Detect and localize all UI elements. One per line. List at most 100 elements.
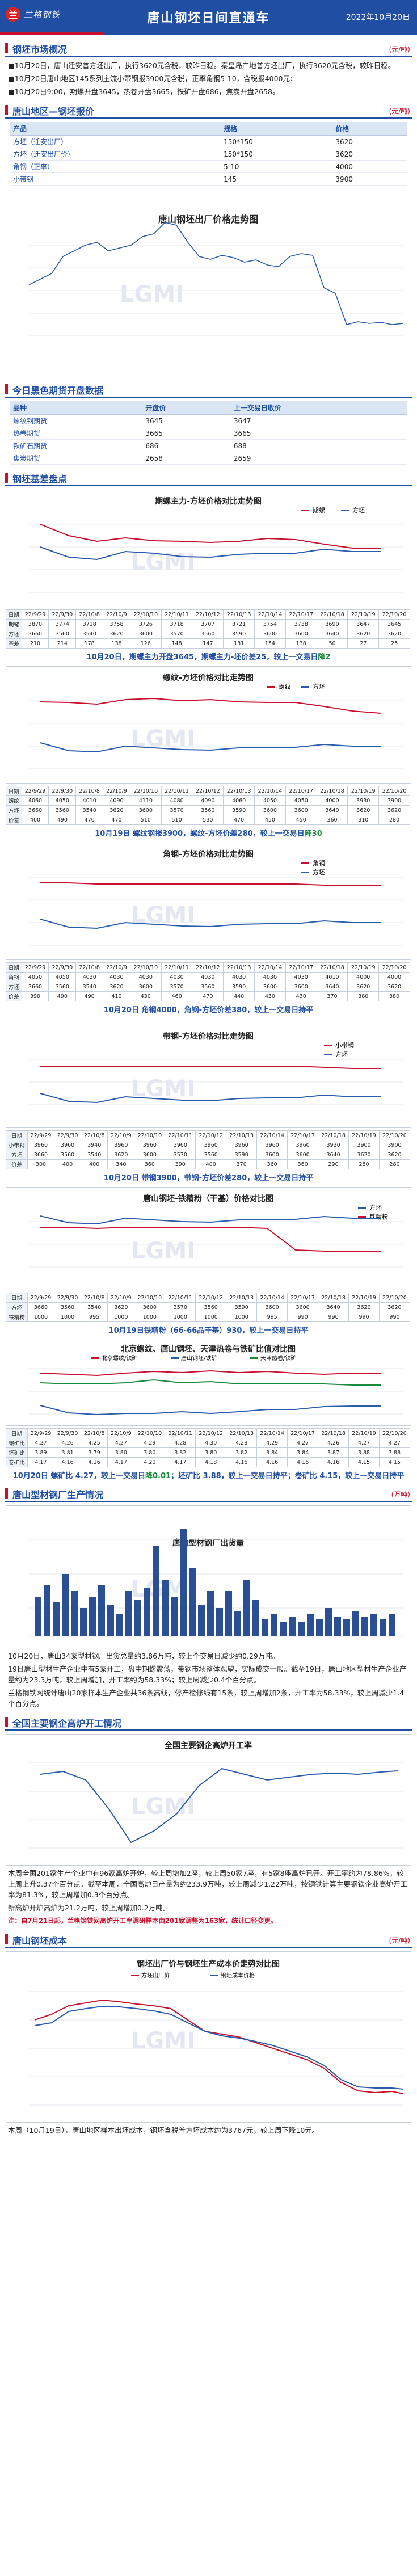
table-cell: 310	[347, 815, 380, 825]
chart-watermark: LGMI	[131, 1794, 195, 1820]
table-cell: 小带钢	[10, 172, 221, 186]
table-cell: 22/10/10	[129, 786, 162, 796]
table-row: 铁精粉 1000 1000 995 1000 1000 1000 1000 1000 995 990…	[6, 1312, 411, 1322]
chart-svg: 期螺主力-方坯价格对比走势图 期螺 方坯 LGMI	[29, 496, 403, 593]
billet-iron-chart: 唐山钢坯-铁精粉（干基）价格对比图 方坯 铁精粉 LGMI	[6, 1187, 411, 1290]
table-cell: 22/9/30	[48, 962, 77, 973]
table-cell: 3570	[161, 805, 193, 815]
table-cell: 22/10/13	[223, 962, 255, 973]
table-cell: 22/10/12	[192, 786, 224, 796]
operation-footnote: 注：自7月21日起，兰格钢铁网高炉开工率调研样本由201家调整为163家，统计口…	[8, 1917, 277, 1925]
table-cell: 4.27	[107, 1438, 135, 1448]
table-row: 日期 22/9/29 22/9/30 22/10/8 22/10/9 22/10/10 22…	[6, 786, 410, 796]
note-change: 持平	[272, 1472, 288, 1480]
angle-billet-data-table: 日期 22/9/29 22/9/30 22/10/8 22/10/9 22/10/10 22…	[6, 962, 410, 1001]
table-cell: 22/10/12	[192, 609, 224, 620]
table-cell: 4000	[316, 795, 348, 806]
chart-grid	[29, 245, 403, 336]
table-cell: 22/10/18	[316, 609, 348, 620]
table-cell: 热卷期货	[10, 427, 142, 440]
table-cell: 470	[192, 991, 224, 1001]
table-cell: 3620	[103, 982, 130, 992]
ratio-note: 10月20日 螺矿比 4.27，较上一交易日降0.01；坯矿比 3.88，较上一…	[6, 1470, 411, 1480]
section-tangshan-price: 唐山地区—钢坯报价 (元/吨)	[5, 103, 412, 119]
table-cell: 4010	[316, 972, 348, 982]
production-paragraphs: 10月20日，唐山34家型材钢厂出货总量约3.86万吨，较上个交易日减少约0.2…	[0, 1651, 417, 1709]
table-cell: 280	[378, 815, 410, 825]
table-cell: 990	[287, 1312, 319, 1322]
table-row: 卷矿比 4.17 4.16 4.16 4.17 4.20 4.17 4.18 4.16 4.16 4…	[6, 1457, 411, 1467]
table-cell: 22/10/18	[316, 962, 348, 973]
table-cell: 440	[223, 991, 255, 1001]
table-row: 方坯（迁安出厂价） 150*150 3620	[10, 148, 407, 161]
table-cell: 450	[254, 815, 286, 825]
table-cell: 3930	[347, 795, 380, 806]
table-cell: 3.80	[107, 1447, 135, 1458]
table-cell: 3620	[348, 1302, 380, 1312]
table-row: 方坯 3660 3560 3540 3620 3600 3570 3560 3590 3600 36…	[6, 1302, 411, 1312]
table-row: 小带钢 145 3900	[10, 172, 407, 186]
table-cell: 3570	[165, 1150, 196, 1160]
table-cell: 990	[378, 1312, 411, 1322]
chart-series-line	[40, 1767, 398, 1843]
table-cell: 470	[103, 815, 130, 825]
legend-label: 方坯	[313, 868, 325, 876]
chart-svg: 角钢-方坯价格对比走势图 角钢 方坯 LGMI	[29, 849, 403, 946]
table-cell: 510	[161, 815, 193, 825]
note-text: 10月19日 螺纹钢报3900，螺纹-方坯价差280，较上一交易日	[95, 830, 305, 838]
table-cell: 3640	[316, 982, 348, 992]
legend-label: 小带钢	[335, 1042, 354, 1049]
table-row: 热卷期货 3665 3665	[10, 427, 407, 440]
table-cell: 3900	[378, 795, 410, 806]
table-cell: 方坯	[6, 629, 22, 639]
table-cell: 4.28	[226, 1438, 258, 1448]
legend-swatch	[250, 1357, 258, 1359]
table-cell: 430	[285, 991, 317, 1001]
legend-label: 期螺	[313, 507, 325, 514]
table-cell: 4030	[223, 972, 255, 982]
table-cell: 3718	[75, 619, 104, 629]
table-cell: 214	[48, 638, 77, 649]
section-title: 全国主要钢企高炉开工情况	[12, 1718, 122, 1729]
table-cell: 3774	[48, 619, 77, 629]
chart-series-line	[40, 1405, 381, 1416]
section-title: 唐山型材钢厂生产情况	[12, 1489, 104, 1500]
note-change: 降2	[318, 653, 331, 662]
rebar-billet-chart: 螺纹-方坯价格对比走势图 螺纹 方坯 LGMI	[6, 666, 411, 784]
note-text: 10月20日 螺矿比 4.27，较上一交易日	[12, 1472, 145, 1480]
table-cell: 22/10/8	[81, 1130, 108, 1140]
table-cell: 22/9/30	[54, 1130, 82, 1140]
note-text: 10月19日铁精粉（66-66品干基）930，较上一交易日	[108, 1327, 294, 1335]
table-cell: 470	[75, 815, 104, 825]
table-cell: 370	[316, 991, 348, 1001]
section-unit: (万吨)	[391, 1491, 410, 1499]
table-cell: 3721	[223, 619, 255, 629]
table-cell: 22/10/11	[161, 786, 193, 796]
table-cell: 138	[103, 638, 130, 649]
table-cell: 3590	[223, 629, 255, 639]
table-cell: 4.16	[256, 1457, 288, 1467]
table-cell: 3620	[378, 629, 410, 639]
table-cell: 3620	[347, 629, 380, 639]
table-cell: 22/10/9	[107, 1293, 135, 1303]
note-text: ；坯矿比 3.88，较上一交易日	[171, 1472, 273, 1480]
market-paragraph: ■10月20日，唐山迁安普方坯出厂，执行3620元含税，较昨日稳。秦皇岛产地普方…	[8, 61, 395, 70]
table-row: 方坯 3660 3560 3540 3620 3600 3570 3560 3590 3600 36…	[6, 805, 410, 815]
table-cell: 3.88	[378, 1447, 411, 1458]
table-row: 价差 400 490 470 470 510 510 530 470 450 450 360 310 28…	[6, 815, 410, 825]
chart-svg: 螺纹-方坯价格对比走势图 螺纹 方坯 LGMI	[29, 673, 403, 769]
table-cell: 坯矿比	[6, 1447, 28, 1458]
table-cell: 3560	[54, 1150, 82, 1160]
table-cell: 卷矿比	[6, 1457, 28, 1467]
chart-title: 唐山钢坯-铁精粉（干基）价格对比图	[143, 1194, 273, 1203]
table-cell: 3600	[285, 982, 317, 992]
table-header-row: 产品 规格 价格	[10, 122, 407, 136]
table-cell: 价差	[6, 815, 22, 825]
report-title: 唐山钢坯日间直通车	[147, 11, 270, 26]
chart-series-line	[40, 919, 381, 929]
chart-title: 钢坯出厂价与钢坯生产成本价走势对比图	[137, 1959, 280, 1969]
table-cell: 22/10/8	[75, 786, 104, 796]
table-cell: 460	[161, 991, 193, 1001]
production-paragraph: 19日唐山型材生产企业中有5家开工，盘中期螺震荡，带钢市场整体观望，实际成交一般…	[8, 1665, 407, 1684]
table-cell: 2658	[142, 452, 230, 465]
